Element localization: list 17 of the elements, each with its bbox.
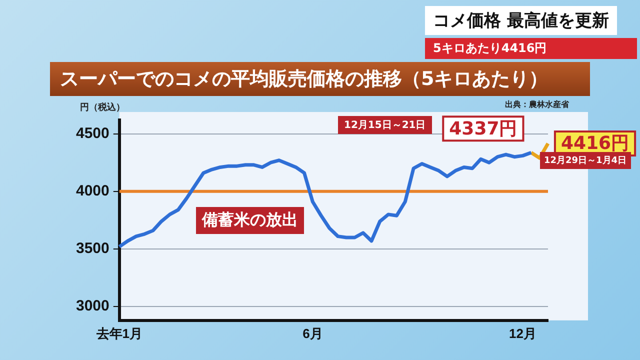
annotation: 12月29日～1月4日 xyxy=(544,156,627,166)
x-tick-label: 12月 xyxy=(509,326,537,341)
chart-title: スーパーでのコメの平均販売価格の推移（5キロあたり） xyxy=(50,62,590,96)
data-label: 4416円 xyxy=(560,133,630,154)
y-tick-label: 4500 xyxy=(76,124,110,142)
y-axis-title: 円（税込） xyxy=(80,101,125,114)
text: 5キロあたり4416円 xyxy=(425,38,637,59)
text: コメ価格 最高値を更新 xyxy=(425,6,617,35)
x-tick-label: 去年1月 xyxy=(95,326,142,341)
x-tick-label: 6月 xyxy=(302,326,323,341)
source-note: 出典：農林水産省 xyxy=(505,99,569,110)
annotation: 備蓄米の放出 xyxy=(196,207,304,234)
annotation: 12月15日～21日 xyxy=(338,116,432,134)
data-label: 4337円 xyxy=(449,118,518,140)
y-tick-label: 3000 xyxy=(76,298,110,315)
y-tick-label: 3500 xyxy=(76,240,110,258)
y-tick-label: 4000 xyxy=(76,182,110,200)
